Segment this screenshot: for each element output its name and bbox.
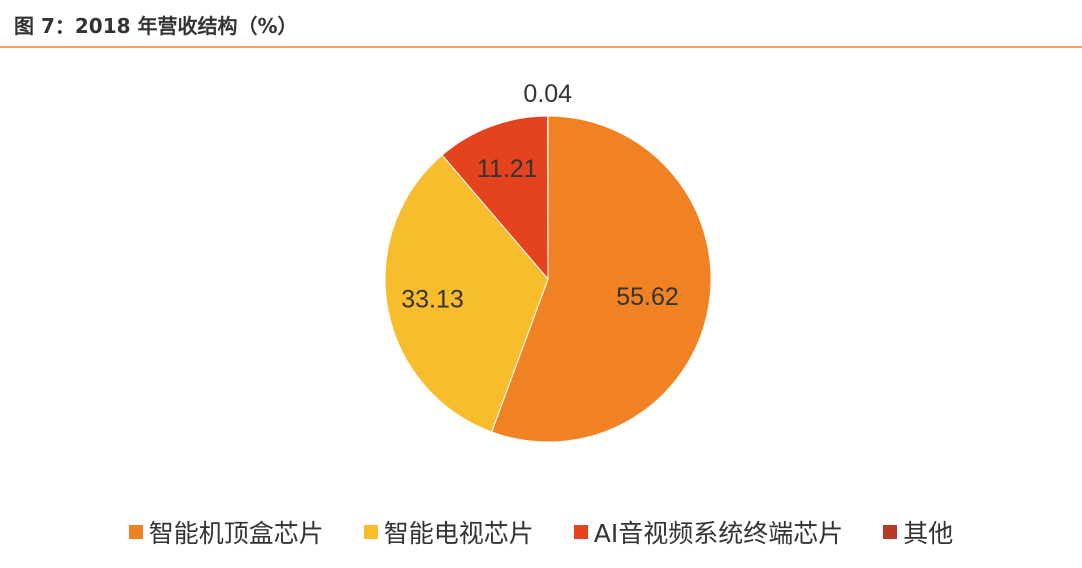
figure-header: 图 7：2018 年营收结构（%） [0,0,1082,48]
data-label: 0.04 [523,80,572,108]
data-label: 33.13 [401,286,464,314]
data-label: 11.21 [477,155,538,183]
pie-slice [384,154,549,433]
legend-label: 其他 [903,519,954,548]
legend-swatch [573,525,588,539]
legend-swatch [883,525,898,539]
pie-slice [490,115,712,443]
legend-item: 其他 [883,514,953,550]
legend-label: 智能电视芯片 [383,519,534,548]
legend-swatch [128,525,143,539]
legend-label: AI音视频系统终端芯片 [593,519,844,548]
legend-label: 智能机顶盒芯片 [148,519,324,548]
legend-item: AI音视频系统终端芯片 [573,514,844,550]
figure-title: 图 7：2018 年营收结构（%） [14,14,298,38]
pie-slice [441,115,549,281]
chart-legend: 智能机顶盒芯片 智能电视芯片 AI音视频系统终端芯片 其他 [0,512,1082,552]
data-label: 55.62 [616,283,679,311]
legend-item: 智能电视芯片 [363,514,534,550]
legend-item: 智能机顶盒芯片 [128,514,324,550]
legend-swatch [363,525,378,539]
